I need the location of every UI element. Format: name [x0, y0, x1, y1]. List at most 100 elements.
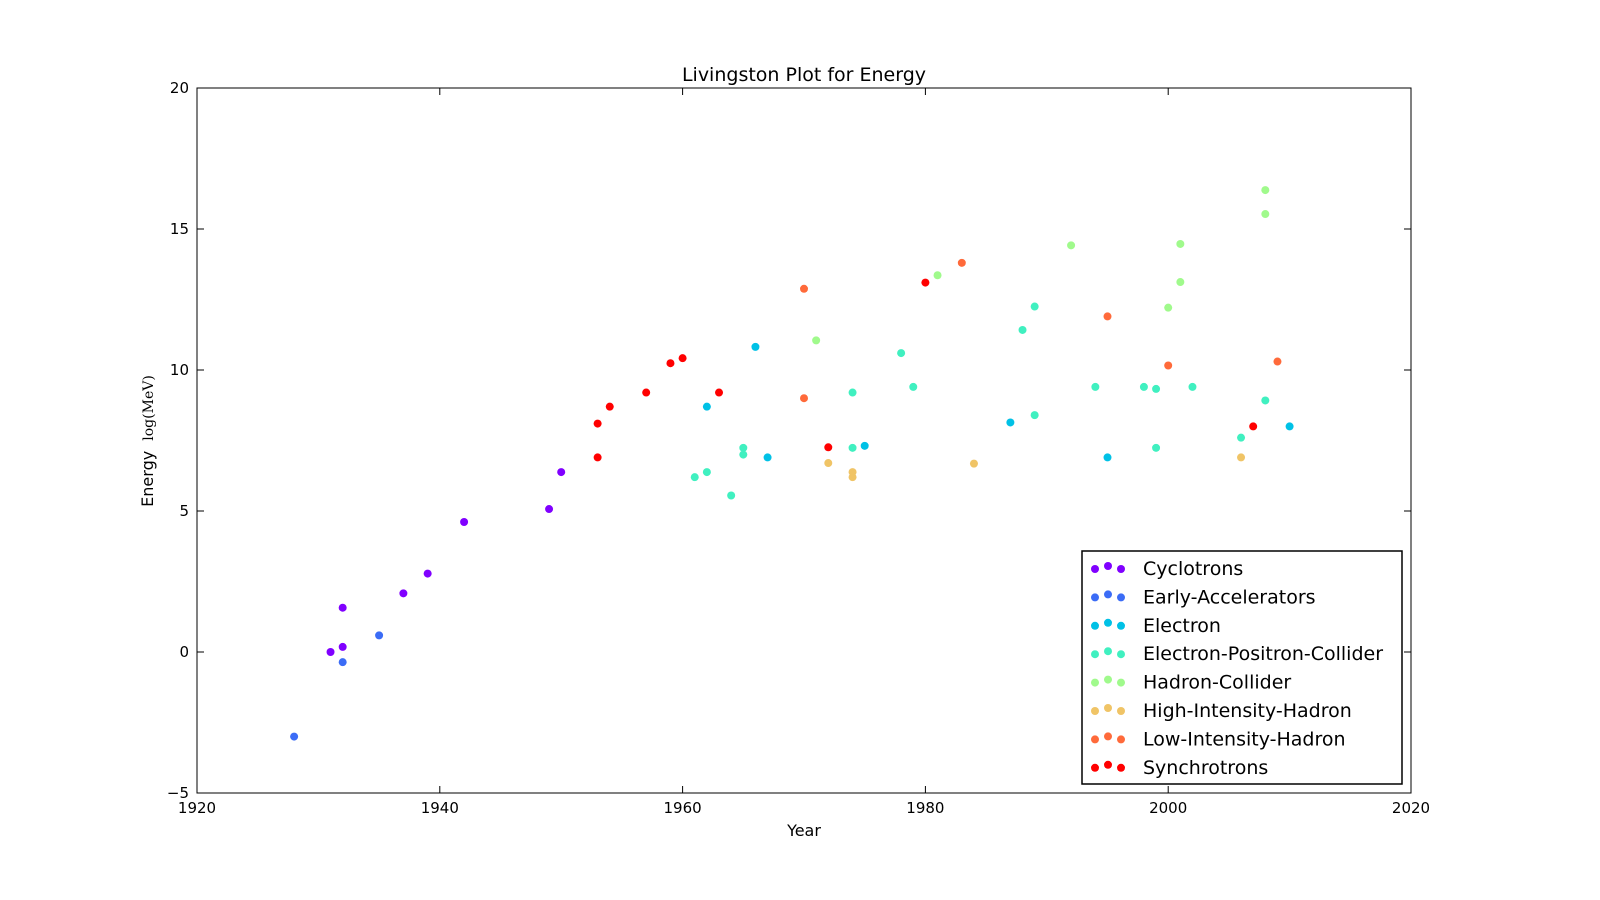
data-point: [848, 443, 857, 452]
data-point: [1030, 302, 1039, 311]
data-point: [605, 402, 614, 411]
y-axis-label-text: Energy: [138, 451, 157, 507]
data-point: [800, 394, 808, 403]
data-point: [897, 349, 906, 358]
data-point: [593, 419, 602, 428]
data-point: [399, 589, 408, 598]
legend-marker: [1091, 650, 1099, 659]
legend-label: Low-Intensity-Hadron: [1143, 728, 1346, 750]
data-point: [423, 569, 432, 578]
x-tick-label: 2020: [1392, 799, 1430, 817]
y-tick-label: 10: [170, 361, 189, 379]
data-point: [727, 491, 736, 500]
data-point: [824, 459, 833, 468]
legend-marker: [1091, 621, 1099, 630]
legend-marker: [1117, 593, 1125, 602]
data-point: [1103, 312, 1112, 321]
data-point: [1237, 453, 1246, 462]
data-point: [1067, 241, 1076, 250]
data-point: [1261, 396, 1270, 405]
data-point: [715, 388, 724, 397]
legend-marker: [1117, 678, 1125, 687]
plot-area-frame: [196, 87, 1412, 794]
data-point: [1103, 453, 1112, 462]
legend-marker: [1091, 735, 1099, 744]
data-point: [338, 603, 347, 612]
data-point: [1006, 418, 1015, 427]
data-point: [921, 278, 930, 287]
data-point: [702, 402, 711, 411]
data-point: [1249, 422, 1258, 431]
y-tick-label: 20: [170, 79, 189, 97]
x-tick-label: 1980: [906, 799, 944, 817]
chart-title: Livingston Plot for Energy: [682, 64, 926, 86]
legend-label: Cyclotrons: [1143, 558, 1243, 580]
data-point: [642, 388, 651, 397]
data-point: [1030, 411, 1039, 420]
legend-marker: [1091, 763, 1099, 772]
legend-label: Electron-Positron-Collider: [1143, 643, 1383, 665]
legend-marker: [1104, 618, 1112, 627]
data-point: [666, 359, 675, 368]
legend-marker: [1117, 621, 1125, 630]
legend-marker: [1117, 763, 1125, 772]
data-point: [593, 453, 602, 462]
x-tick-label: 1940: [421, 799, 459, 817]
legend-marker: [1091, 678, 1099, 687]
data-point: [1237, 433, 1246, 442]
y-tick-label: 15: [170, 220, 189, 238]
legend-marker: [1091, 707, 1099, 715]
data-point: [739, 443, 748, 452]
legend-marker: [1104, 675, 1112, 684]
data-point: [1176, 239, 1185, 248]
data-point: [739, 450, 748, 459]
y-tick-label: 0: [179, 643, 189, 661]
legend-label: Early-Accelerators: [1143, 586, 1316, 608]
x-tick-label: 1920: [178, 799, 216, 817]
legend-marker: [1117, 735, 1125, 744]
data-point: [1261, 186, 1270, 195]
data-point: [1139, 382, 1148, 391]
data-point: [1152, 443, 1161, 452]
legend-marker: [1104, 704, 1112, 712]
legend-marker: [1104, 760, 1112, 769]
legend-label: Synchrotrons: [1143, 757, 1268, 779]
y-axis-label-unit: log(MeV): [141, 375, 157, 441]
data-point: [933, 271, 942, 280]
legend-marker: [1104, 590, 1112, 599]
legend-marker: [1104, 647, 1112, 656]
data-point: [545, 505, 554, 514]
legend-box: [1081, 550, 1403, 785]
data-point: [460, 517, 469, 526]
legend-marker: [1104, 562, 1112, 570]
data-point: [957, 258, 966, 267]
data-point: [290, 732, 299, 741]
data-point: [678, 354, 687, 363]
data-point: [702, 468, 711, 477]
data-point: [1152, 384, 1161, 393]
data-point: [848, 468, 857, 477]
legend-marker: [1104, 732, 1112, 741]
x-axis-label: Year: [786, 821, 821, 840]
x-tick-label: 2000: [1149, 799, 1187, 817]
legend-marker: [1117, 650, 1125, 659]
legend-marker: [1117, 565, 1125, 573]
data-point: [375, 631, 384, 640]
data-point: [557, 468, 566, 477]
data-point: [1176, 278, 1185, 287]
data-point: [848, 388, 857, 397]
data-point: [326, 648, 335, 656]
data-point: [824, 443, 833, 452]
x-tick-label: 1960: [664, 799, 702, 817]
legend-marker: [1091, 593, 1099, 602]
data-point: [690, 473, 699, 482]
y-tick-label: 5: [179, 502, 189, 520]
data-point: [1273, 357, 1282, 366]
legend-label: Electron: [1143, 615, 1221, 637]
legend: Cyclotrons Early-Accelerators Electron Elec…: [1081, 550, 1403, 785]
data-point: [812, 336, 821, 345]
data-point: [1261, 210, 1270, 219]
data-point: [860, 441, 869, 450]
data-points: [290, 186, 1294, 741]
